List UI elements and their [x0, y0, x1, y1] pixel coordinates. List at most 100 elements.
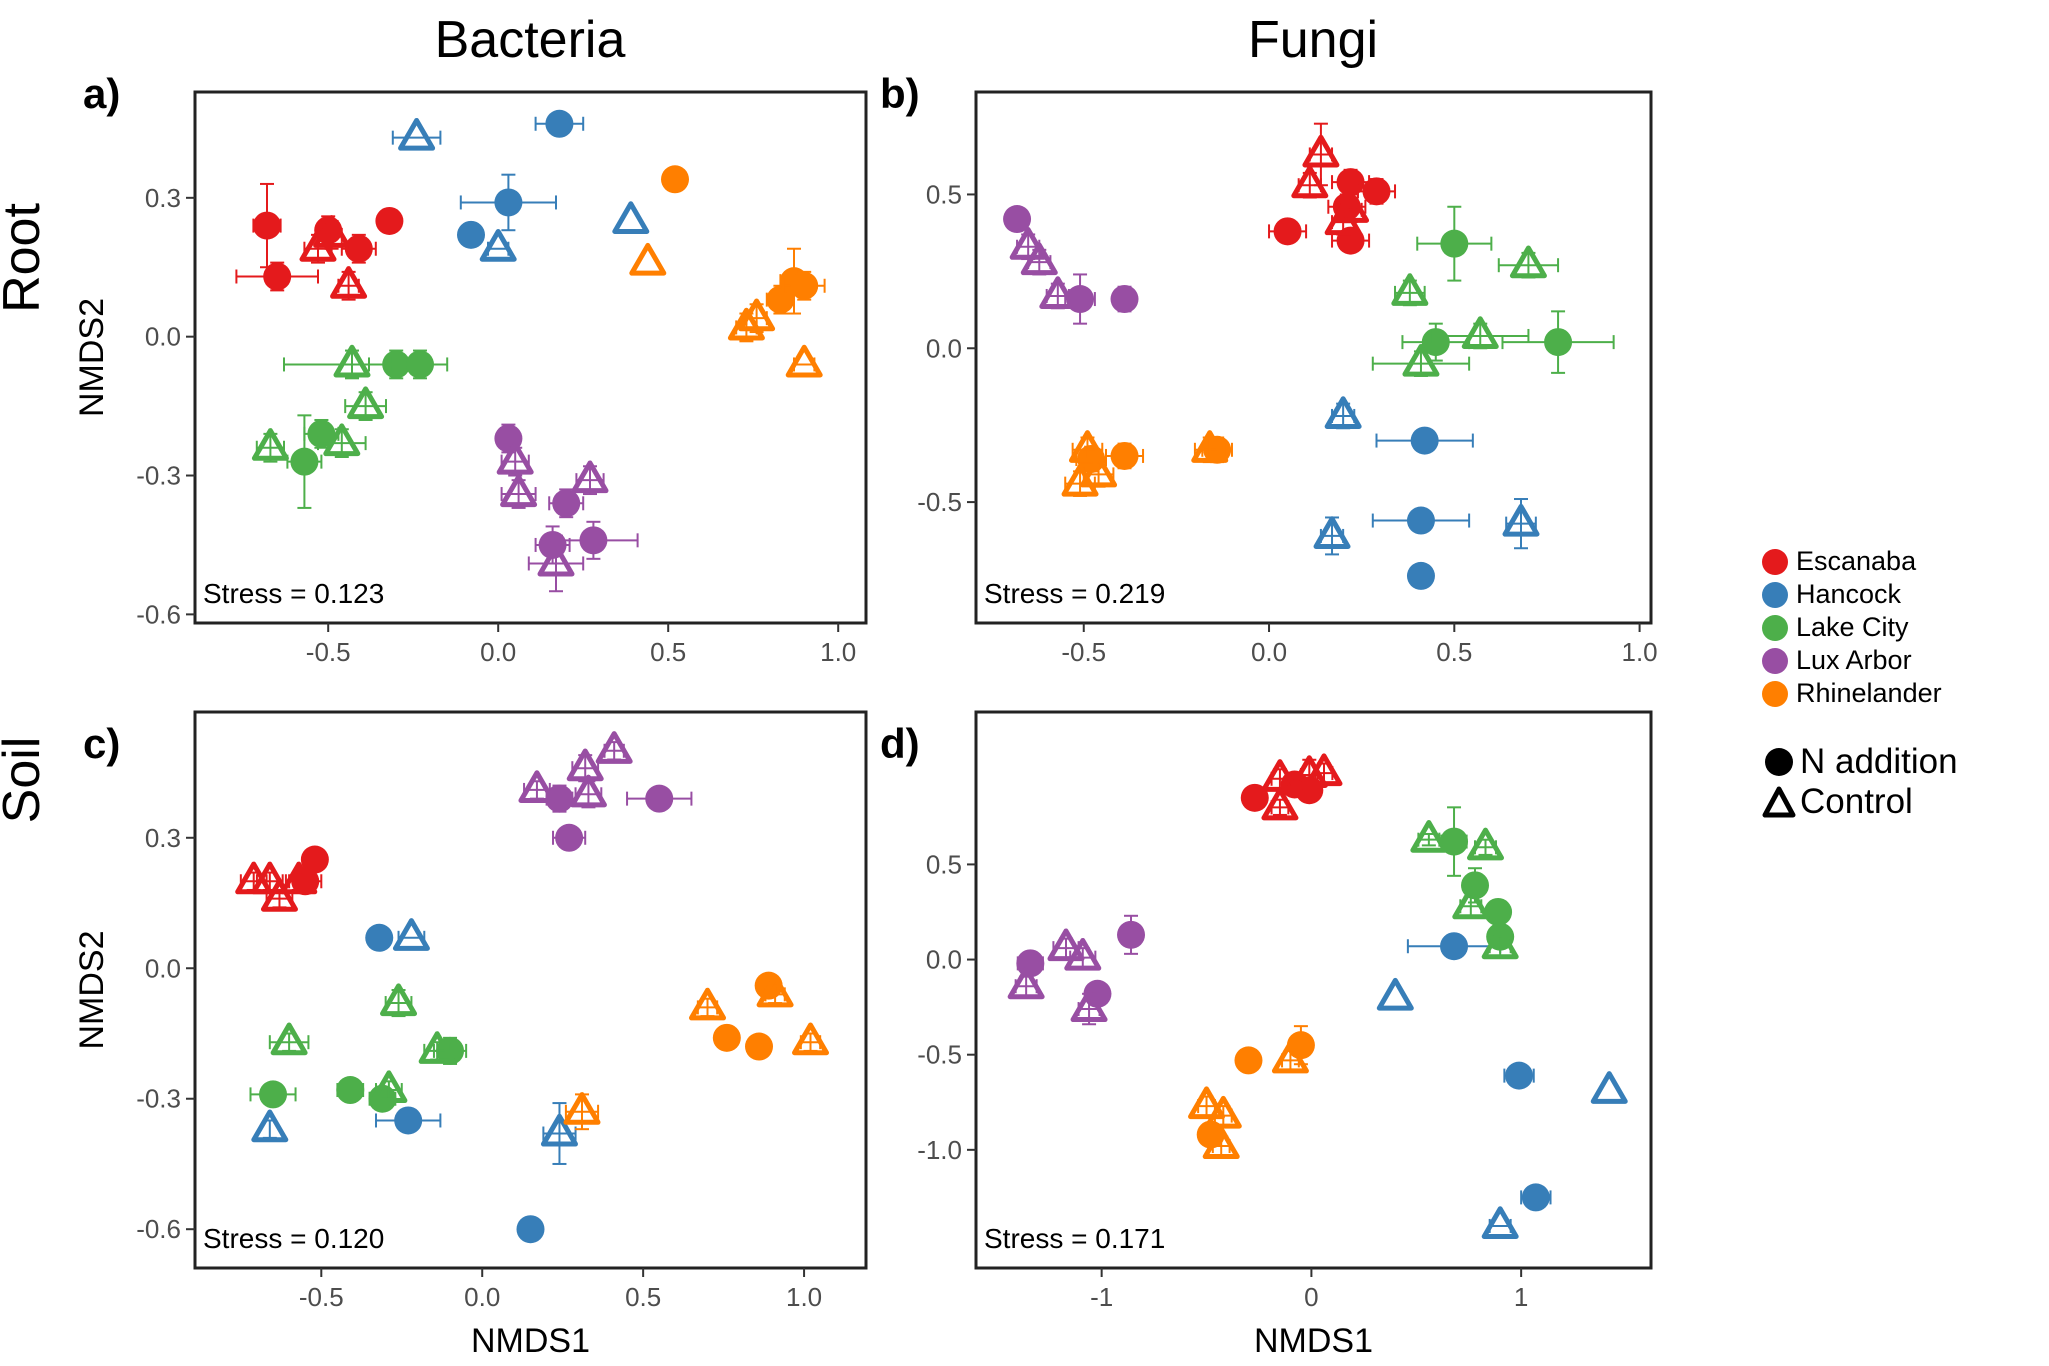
legend-item-site: Lux Arbor — [1762, 644, 1958, 677]
triangle-marker — [251, 861, 289, 895]
panel-3: -0.5 0.0 0.5 1.0 -0.6 -0.3 0.0 0.3 NMDS2 NMDS1 Str… — [73, 710, 868, 1360]
n-addition-point — [548, 488, 585, 519]
circle-marker — [1234, 1046, 1263, 1075]
n-addition-point — [745, 1032, 774, 1061]
control-point — [1261, 787, 1299, 821]
control-point — [595, 731, 633, 764]
circle-marker — [516, 1215, 545, 1244]
control-point — [391, 117, 442, 151]
y-tick-label: -0.5 — [917, 487, 962, 517]
y-tick-label: -0.3 — [136, 1084, 181, 1114]
panel-label-d: d) — [880, 720, 920, 767]
triangle-marker — [1313, 516, 1351, 549]
control-point — [571, 460, 609, 496]
circle-marker — [1110, 285, 1139, 314]
circle-marker — [1440, 932, 1469, 961]
circle-marker — [1406, 561, 1435, 590]
triangle-marker — [1502, 503, 1540, 537]
triangle-marker — [370, 1070, 408, 1104]
legend-swatch — [1762, 680, 1788, 707]
stress-annotation: Stress = 0.219 — [984, 578, 1165, 609]
y-tick-label: 0.0 — [145, 953, 181, 983]
n-addition-point — [1503, 1061, 1535, 1090]
triangle-marker — [629, 242, 667, 276]
triangle-marker — [1402, 343, 1440, 377]
legend-item-treatment: Control — [1762, 782, 1958, 822]
control-point — [540, 1102, 578, 1165]
triangle-marker — [500, 474, 538, 508]
legend-swatch — [1762, 647, 1788, 674]
control-point — [569, 774, 607, 809]
triangle-marker — [537, 543, 575, 577]
triangle-marker — [1039, 276, 1077, 310]
n-addition-point — [1371, 506, 1471, 535]
legend-item-treatment: N addition — [1762, 742, 1958, 782]
control-point — [1204, 1095, 1242, 1129]
circle-marker — [1505, 1061, 1534, 1090]
triangle-marker — [595, 731, 633, 764]
circle-marker — [290, 447, 319, 476]
column-title-fungi: Fungi — [1247, 11, 1379, 69]
n-addition-point — [457, 220, 485, 249]
triangle-marker — [251, 1109, 289, 1143]
legend-label: Lux Arbor — [1796, 645, 1912, 675]
circle-marker — [1273, 217, 1302, 246]
circle-marker — [263, 262, 292, 291]
x-tick-label: 1.0 — [820, 637, 856, 667]
n-addition-point — [1375, 426, 1474, 455]
legend-item-site: Hancock — [1762, 578, 1958, 611]
triangle-marker — [1324, 396, 1362, 429]
x-tick-label: 0 — [1304, 1282, 1318, 1312]
n-addition-point — [1416, 205, 1493, 282]
control-point — [380, 983, 418, 1018]
n-addition-point — [552, 823, 587, 852]
triangle-marker — [1466, 827, 1504, 861]
control-point — [1007, 966, 1045, 1000]
triangle-marker — [1481, 1206, 1519, 1239]
control-point — [1064, 937, 1102, 971]
legend-treatments: N addition Control — [1762, 742, 1958, 822]
control-point — [500, 474, 538, 509]
triangle-marker — [1191, 430, 1229, 463]
legend-item-site: Rhinelander — [1762, 677, 1958, 710]
triangle-marker — [563, 1092, 601, 1125]
x-tick-label: 0.0 — [464, 1282, 500, 1312]
triangle-marker — [496, 441, 534, 475]
n-addition-point — [626, 784, 693, 813]
triangle-marker — [1410, 819, 1448, 853]
panel-label-c: c) — [83, 720, 121, 767]
circle-marker — [1410, 426, 1439, 455]
control-point — [1070, 989, 1108, 1026]
x-tick-label: 1 — [1514, 1282, 1528, 1312]
x-tick-label: 1.0 — [786, 1282, 822, 1312]
y-axis-label: NMDS2 — [73, 298, 111, 417]
n-addition-point — [286, 414, 323, 509]
circle-marker — [645, 784, 674, 813]
control-point — [1020, 242, 1058, 276]
circle-marker — [253, 211, 281, 240]
x-tick-label: 0.0 — [480, 637, 516, 667]
control-point — [1452, 886, 1490, 920]
y-tick-label: 0.0 — [926, 333, 962, 363]
circle-marker — [375, 206, 404, 235]
control-point — [1202, 1126, 1240, 1160]
triangle-marker — [251, 428, 289, 461]
circle-marker — [712, 1023, 741, 1052]
control-point — [1497, 245, 1560, 279]
y-tick-label: 0.0 — [926, 945, 962, 975]
control-point — [527, 534, 585, 593]
y-axis-label: NMDS2 — [73, 930, 111, 1049]
triangle-marker — [785, 344, 823, 378]
control-point — [756, 974, 794, 1008]
triangle-marker — [1080, 454, 1118, 488]
n-addition-point — [365, 923, 394, 952]
control-point — [1313, 516, 1351, 556]
triangle-marker — [540, 1113, 578, 1147]
control-point — [1324, 396, 1362, 430]
triangle-marker — [398, 117, 436, 151]
n-addition-point — [1117, 914, 1146, 955]
legend-swatch — [1762, 581, 1788, 608]
triangle-marker — [1020, 242, 1058, 276]
circle-marker — [1440, 229, 1469, 258]
